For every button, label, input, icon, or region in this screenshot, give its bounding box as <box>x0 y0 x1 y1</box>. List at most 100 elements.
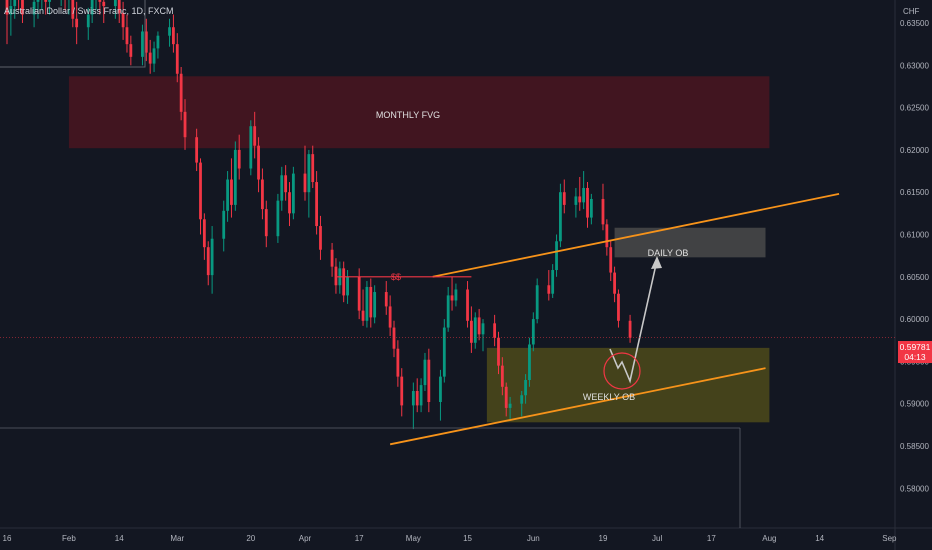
candle <box>454 283 458 307</box>
candle <box>609 241 613 282</box>
candle <box>237 134 241 180</box>
candle <box>415 378 419 413</box>
candle <box>562 179 566 214</box>
candle <box>589 193 593 225</box>
candle <box>36 0 40 19</box>
candle <box>497 331 500 375</box>
candle-body <box>257 145 260 180</box>
candle-body <box>617 293 620 321</box>
candle <box>617 289 620 328</box>
candle-body <box>199 162 202 220</box>
candle <box>400 368 404 417</box>
candle-body <box>319 226 322 250</box>
candle <box>280 166 284 211</box>
x-tick-label: 14 <box>815 534 824 543</box>
candle-body <box>86 14 90 28</box>
candle-body <box>477 317 481 335</box>
candle <box>206 241 210 286</box>
candle <box>477 308 481 341</box>
candle-body <box>75 18 79 28</box>
candle-body <box>175 44 179 74</box>
candle <box>210 226 214 294</box>
candle-body <box>373 292 377 318</box>
candle <box>288 182 291 227</box>
candle <box>442 319 446 383</box>
candle-body <box>303 173 307 193</box>
candle-body <box>601 198 605 225</box>
candle-body <box>315 182 318 227</box>
candle-body <box>222 210 226 239</box>
candle-body <box>311 154 315 183</box>
candle <box>555 234 558 277</box>
candle-body <box>141 31 144 57</box>
candle <box>531 312 535 352</box>
projection-path <box>609 259 658 384</box>
candle-body <box>36 0 40 2</box>
candle-body <box>427 359 431 403</box>
candle <box>90 0 94 23</box>
candle <box>384 281 388 315</box>
candle-body <box>237 149 241 169</box>
x-tick-label: Apr <box>299 534 312 543</box>
y-tick-label: 0.60000 <box>900 315 929 324</box>
candle <box>32 0 36 28</box>
candle-body <box>562 192 566 205</box>
lower-trendline <box>389 367 766 446</box>
last-price-label: 0.59781 <box>899 342 931 352</box>
candle <box>419 378 423 413</box>
candle <box>303 145 307 201</box>
candle <box>446 286 450 332</box>
candle-body <box>508 403 512 408</box>
candle-body <box>442 327 446 377</box>
candle <box>396 340 400 387</box>
y-tick-label: 0.62500 <box>900 104 929 113</box>
candle-body <box>396 348 400 377</box>
candle <box>48 0 51 15</box>
candle <box>559 183 562 248</box>
candle <box>9 0 13 36</box>
candle <box>613 266 616 303</box>
candle-body <box>423 359 427 386</box>
candle <box>199 158 202 235</box>
candle <box>226 171 229 222</box>
candle <box>113 0 117 19</box>
candle <box>574 187 578 218</box>
candle <box>175 33 179 83</box>
candle-body <box>179 73 183 112</box>
candle <box>13 0 17 19</box>
upper-trendline <box>432 193 840 278</box>
candle <box>373 285 377 324</box>
candle <box>121 1 125 40</box>
candle <box>315 171 318 235</box>
candle <box>551 264 555 298</box>
candle <box>330 242 334 277</box>
candle-body <box>226 179 229 211</box>
candle <box>249 120 253 176</box>
candle-body <box>578 196 582 203</box>
candle-body <box>411 391 415 406</box>
y-tick-label: 0.59000 <box>900 400 929 409</box>
candle-body <box>280 175 284 201</box>
y-tick-label: 0.58500 <box>900 442 929 451</box>
candle <box>125 14 129 53</box>
candle-body <box>589 198 593 218</box>
candle <box>148 39 152 74</box>
x-tick-label: May <box>406 534 421 543</box>
candle <box>253 111 257 159</box>
candle-body <box>357 276 361 311</box>
x-tick-label: Sep <box>882 534 897 543</box>
candle <box>71 0 75 28</box>
candle-body <box>121 12 125 28</box>
candle-body <box>559 192 562 242</box>
candle <box>172 14 175 53</box>
weekly-ob-label: WEEKLY OB <box>583 392 635 402</box>
candle-body <box>90 0 94 15</box>
candle <box>117 0 121 23</box>
candle-body <box>288 192 291 214</box>
candle-body <box>605 224 609 248</box>
candle-body <box>361 310 365 321</box>
candle-body <box>524 380 527 396</box>
candle <box>291 166 295 220</box>
candle-body <box>555 241 558 271</box>
